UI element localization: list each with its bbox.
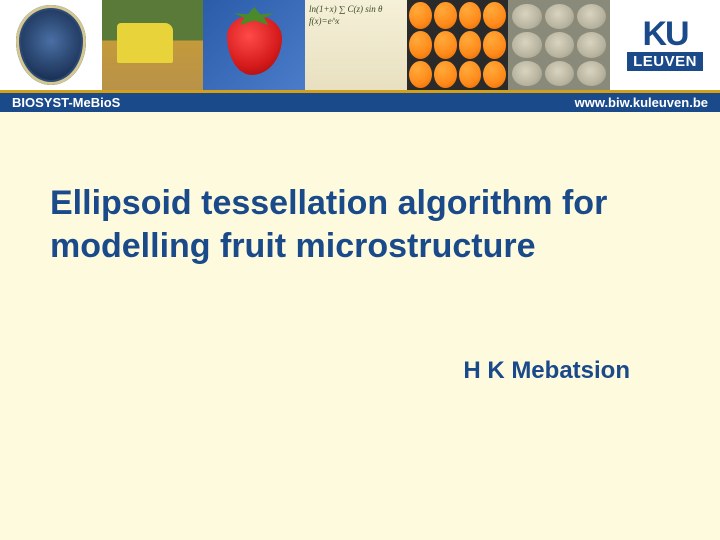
oranges-icon xyxy=(407,0,509,90)
banner-strawberry xyxy=(203,0,305,90)
microscopy-cells-icon xyxy=(508,0,610,90)
header-banner: ln(1+x) ∑ C(z) sin θ f(x)=e^x KU LEUVEN xyxy=(0,0,720,90)
info-bar: BIOSYST-MeBioS www.biw.kuleuven.be xyxy=(0,90,720,112)
banner-harvester xyxy=(102,0,204,90)
strawberry-icon xyxy=(227,15,282,75)
banner-cells xyxy=(508,0,610,90)
logo-wordmark: LEUVEN xyxy=(627,52,703,71)
equations-icon: ln(1+x) ∑ C(z) sin θ f(x)=e^x xyxy=(305,0,407,90)
department-label: BIOSYST-MeBioS xyxy=(12,95,120,110)
banner-seal xyxy=(0,0,102,90)
university-seal-icon xyxy=(16,5,86,85)
website-label: www.biw.kuleuven.be xyxy=(575,95,708,110)
harvester-icon xyxy=(102,0,204,90)
logo-letters: KU xyxy=(642,19,687,50)
ku-leuven-logo: KU LEUVEN xyxy=(610,0,720,90)
slide-title: Ellipsoid tessellation algorithm for mod… xyxy=(50,182,670,267)
slide-content: Ellipsoid tessellation algorithm for mod… xyxy=(0,112,720,540)
banner-equations: ln(1+x) ∑ C(z) sin θ f(x)=e^x xyxy=(305,0,407,90)
slide-author: H K Mebatsion xyxy=(50,357,670,385)
banner-oranges xyxy=(407,0,509,90)
